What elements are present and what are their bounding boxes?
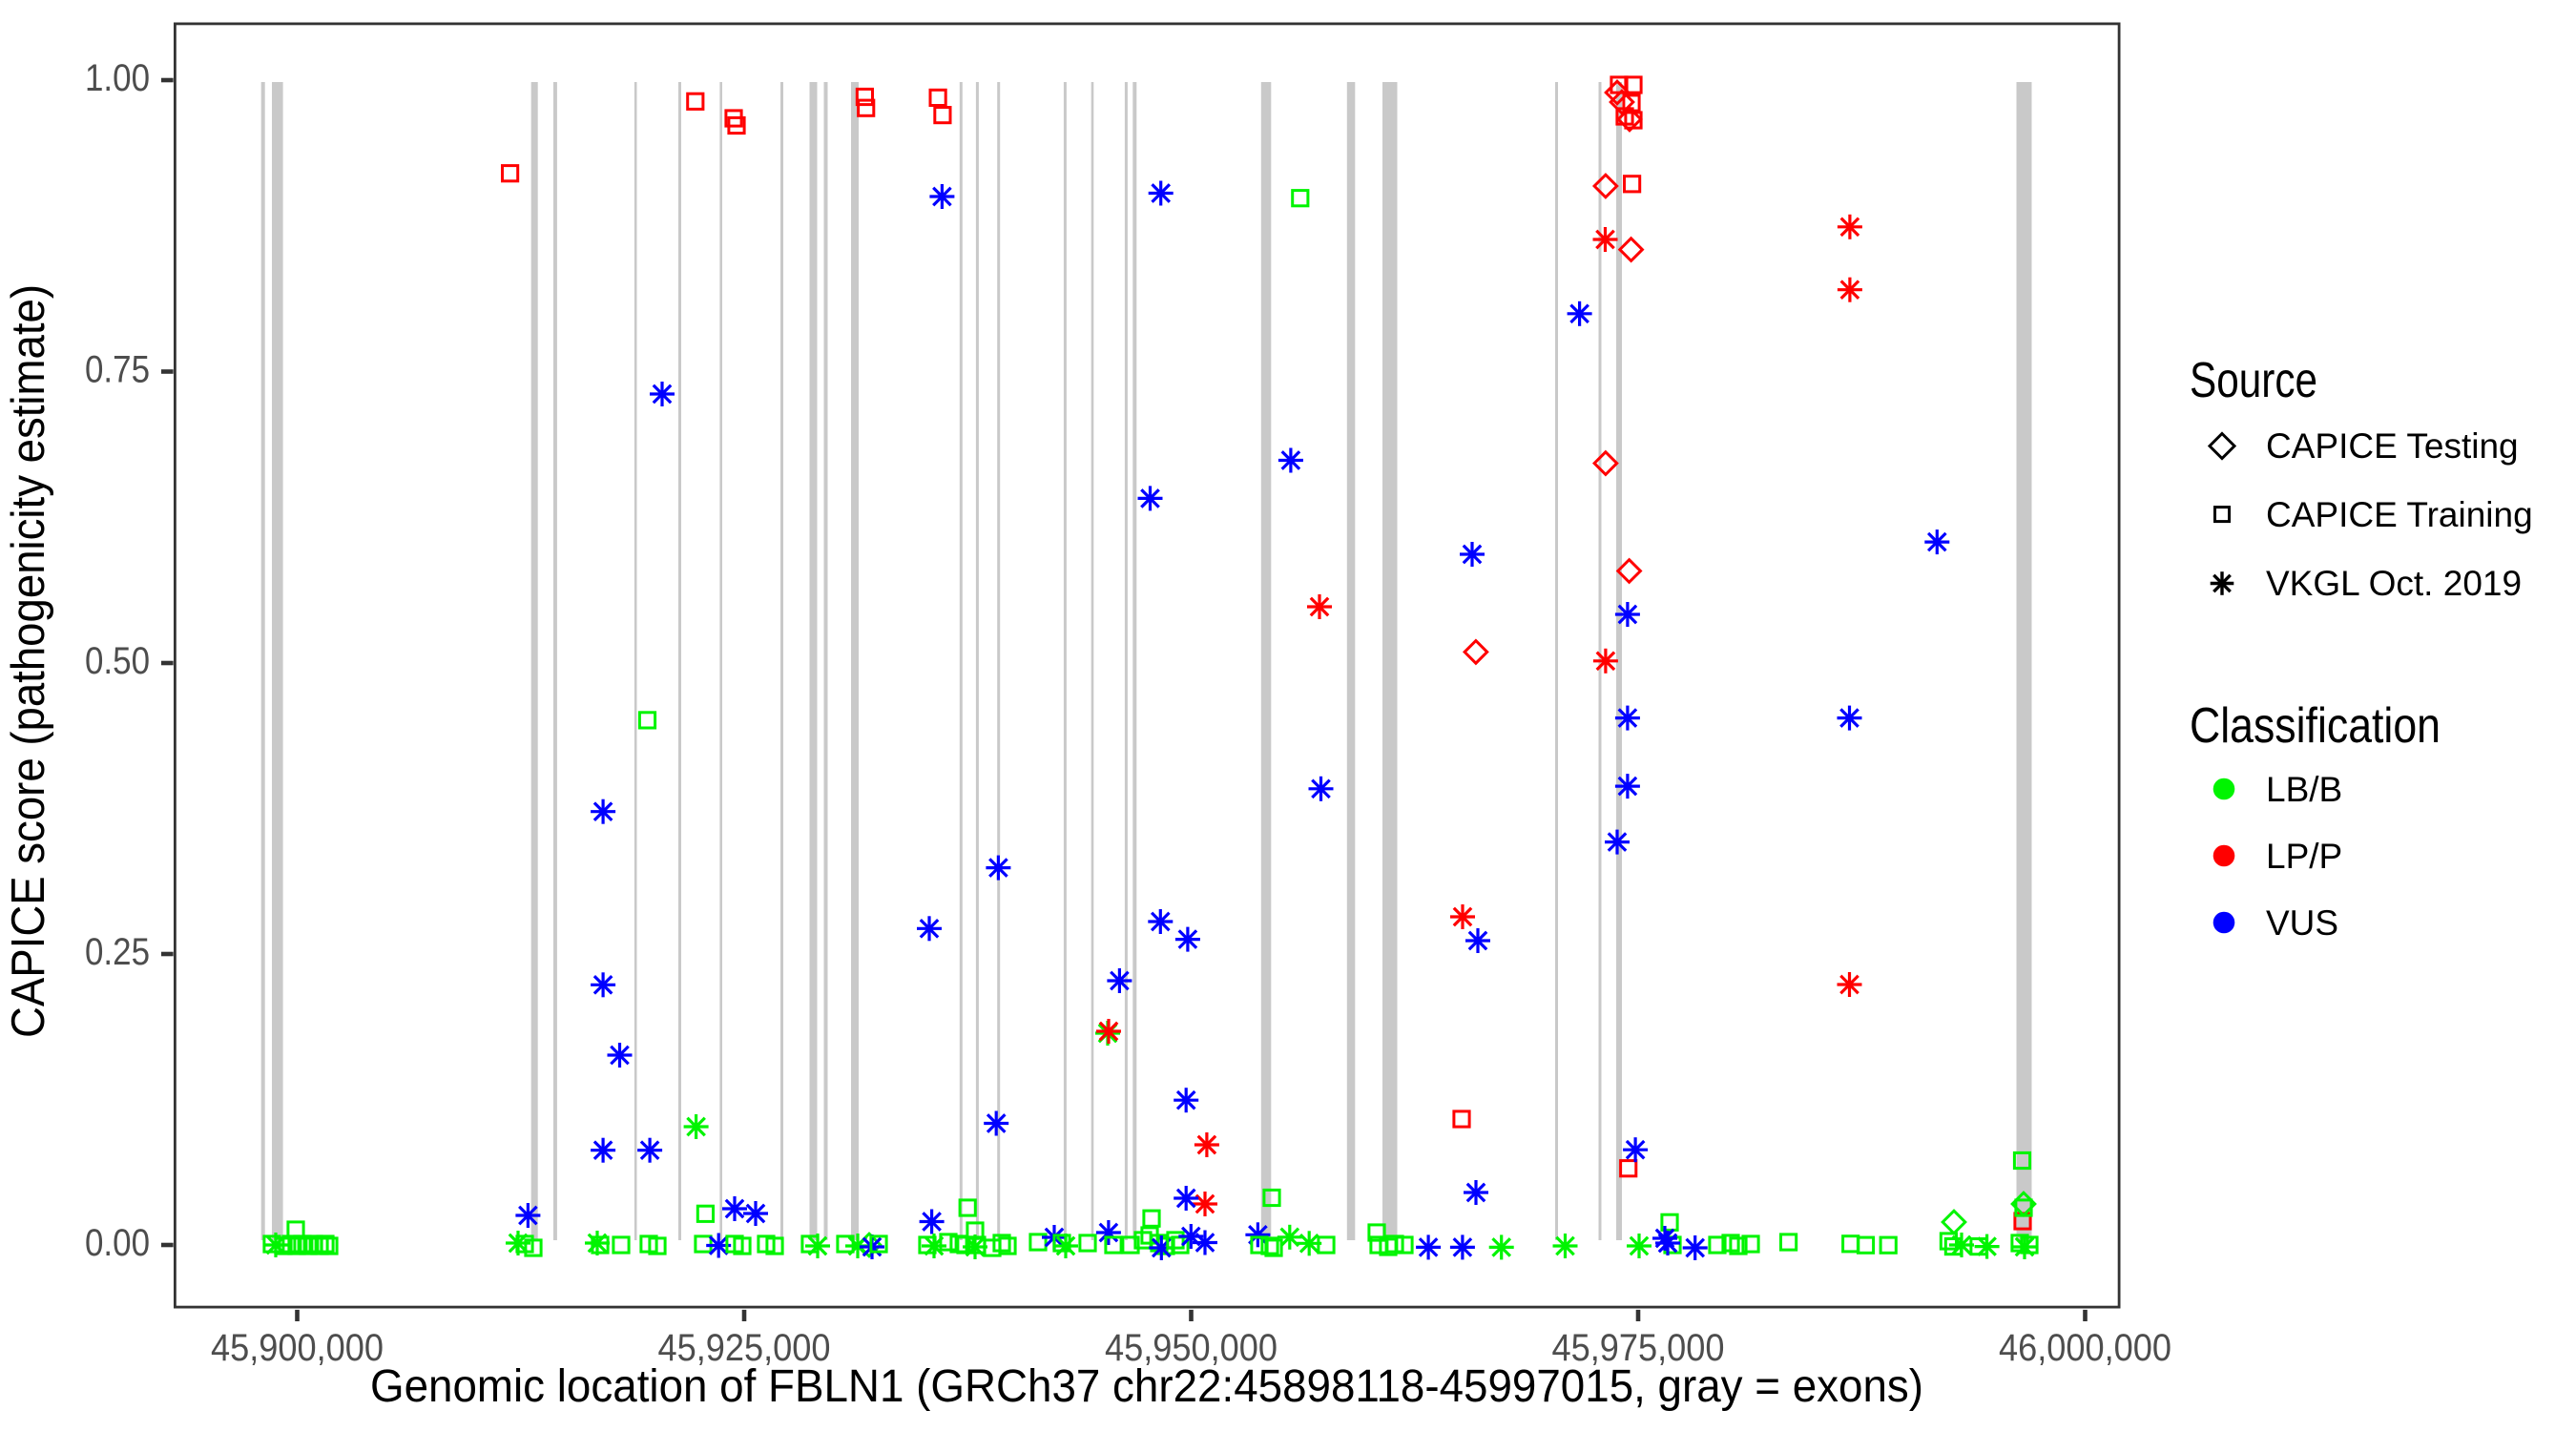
svg-text:0.25: 0.25 <box>85 931 150 973</box>
svg-text:VKGL Oct. 2019: VKGL Oct. 2019 <box>2266 564 2522 603</box>
svg-text:LB/B: LB/B <box>2266 770 2342 809</box>
svg-text:Classification: Classification <box>2190 698 2441 754</box>
svg-text:VUS: VUS <box>2266 903 2338 943</box>
svg-text:CAPICE Training: CAPICE Training <box>2266 495 2533 534</box>
svg-text:46,000,000: 46,000,000 <box>1999 1327 2171 1369</box>
svg-text:CAPICE Testing: CAPICE Testing <box>2266 426 2519 466</box>
svg-text:0.00: 0.00 <box>85 1222 150 1264</box>
svg-text:45,900,000: 45,900,000 <box>211 1327 384 1369</box>
svg-text:45,975,000: 45,975,000 <box>1552 1327 1725 1369</box>
svg-text:45,925,000: 45,925,000 <box>658 1327 831 1369</box>
svg-text:LP/P: LP/P <box>2266 837 2342 876</box>
svg-text:1.00: 1.00 <box>85 57 150 99</box>
svg-text:Source: Source <box>2190 353 2317 408</box>
svg-text:CAPICE score (pathogenicity es: CAPICE score (pathogenicity estimate) <box>3 284 54 1038</box>
svg-text:0.75: 0.75 <box>85 349 150 391</box>
svg-text:0.50: 0.50 <box>85 640 150 682</box>
svg-text:45,950,000: 45,950,000 <box>1105 1327 1278 1369</box>
svg-text:Genomic location of FBLN1 (GRC: Genomic location of FBLN1 (GRCh37 chr22:… <box>370 1361 1923 1412</box>
